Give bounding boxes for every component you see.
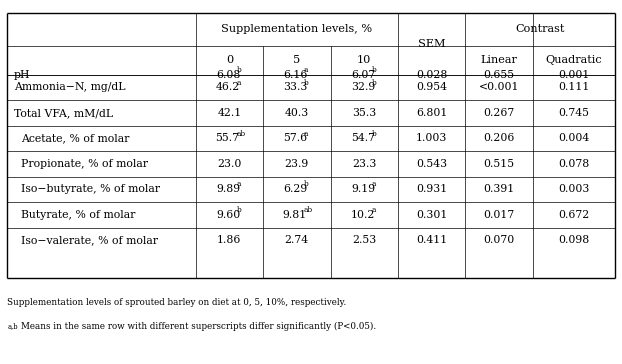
- Text: 0.001: 0.001: [558, 70, 590, 80]
- Text: 10.2: 10.2: [351, 210, 375, 220]
- Text: b: b: [371, 79, 376, 87]
- Text: 0.954: 0.954: [416, 82, 447, 92]
- Text: a: a: [236, 79, 241, 87]
- Text: b: b: [236, 66, 241, 74]
- Text: b: b: [371, 130, 376, 138]
- Text: Means in the same row with different superscripts differ significantly (P<0.05).: Means in the same row with different sup…: [21, 322, 376, 331]
- Text: 1.86: 1.86: [217, 235, 241, 245]
- Text: 0.543: 0.543: [416, 159, 447, 169]
- Text: b: b: [371, 66, 376, 74]
- Text: 0.931: 0.931: [416, 184, 447, 194]
- Text: 23.3: 23.3: [352, 159, 376, 169]
- Text: 6.07: 6.07: [351, 70, 375, 80]
- Text: 0.515: 0.515: [483, 159, 515, 169]
- Text: 0.070: 0.070: [483, 235, 515, 245]
- Text: a,b: a,b: [7, 322, 18, 330]
- Text: 9.81: 9.81: [282, 210, 307, 220]
- Text: 35.3: 35.3: [352, 108, 376, 118]
- Text: ab: ab: [304, 206, 313, 214]
- Text: b: b: [304, 181, 309, 189]
- Text: 0.391: 0.391: [483, 184, 515, 194]
- Text: a: a: [304, 130, 309, 138]
- Text: pH: pH: [14, 70, 30, 80]
- Text: 6.16: 6.16: [284, 70, 308, 80]
- Text: Supplementation levels of sprouted barley on diet at 0, 5, 10%, respectively.: Supplementation levels of sprouted barle…: [7, 298, 346, 308]
- Text: a: a: [304, 66, 309, 74]
- Text: 46.2: 46.2: [216, 82, 240, 92]
- Text: 5: 5: [293, 55, 300, 66]
- Text: 0.098: 0.098: [558, 235, 589, 245]
- Text: 0.078: 0.078: [558, 159, 589, 169]
- Text: 9.60: 9.60: [216, 210, 240, 220]
- Text: 6.801: 6.801: [416, 108, 447, 118]
- Text: 0.267: 0.267: [483, 108, 515, 118]
- Text: Iso−valerate, % of molar: Iso−valerate, % of molar: [21, 235, 158, 245]
- Text: 9.89: 9.89: [216, 184, 240, 194]
- Text: 54.7: 54.7: [351, 133, 375, 143]
- Text: b: b: [236, 206, 241, 214]
- Text: 23.9: 23.9: [285, 159, 309, 169]
- Text: <0.001: <0.001: [479, 82, 519, 92]
- Text: 0.028: 0.028: [416, 70, 447, 80]
- Text: 0.206: 0.206: [483, 133, 515, 143]
- Text: 0.017: 0.017: [483, 210, 515, 220]
- Text: 9.19: 9.19: [351, 184, 375, 194]
- Text: 6.29: 6.29: [284, 184, 308, 194]
- Text: 0.004: 0.004: [558, 133, 589, 143]
- Text: 0.411: 0.411: [416, 235, 447, 245]
- Text: Contrast: Contrast: [515, 24, 565, 35]
- Text: 6.08: 6.08: [216, 70, 240, 80]
- Text: SEM: SEM: [418, 39, 445, 49]
- Text: 57.6: 57.6: [284, 133, 308, 143]
- Text: a: a: [371, 206, 376, 214]
- Text: b: b: [304, 79, 309, 87]
- Text: Total VFA, mM/dL: Total VFA, mM/dL: [14, 108, 113, 118]
- Text: 23.0: 23.0: [217, 159, 241, 169]
- Text: 10: 10: [357, 55, 371, 66]
- Text: a: a: [371, 181, 376, 189]
- Text: 0.301: 0.301: [416, 210, 447, 220]
- Text: Ammonia−N, mg/dL: Ammonia−N, mg/dL: [14, 82, 125, 92]
- Text: 0: 0: [226, 55, 233, 66]
- Text: 1.003: 1.003: [416, 133, 447, 143]
- Text: Butyrate, % of molar: Butyrate, % of molar: [21, 210, 136, 220]
- Text: Acetate, % of molar: Acetate, % of molar: [21, 133, 129, 143]
- Text: 2.53: 2.53: [352, 235, 376, 245]
- Text: 42.1: 42.1: [217, 108, 241, 118]
- Text: 33.3: 33.3: [284, 82, 308, 92]
- Text: 55.7: 55.7: [215, 133, 239, 143]
- Text: 40.3: 40.3: [285, 108, 309, 118]
- Text: ab: ab: [236, 130, 246, 138]
- Text: 0.111: 0.111: [558, 82, 590, 92]
- Text: Quadratic: Quadratic: [545, 55, 602, 66]
- Text: 0.745: 0.745: [558, 108, 589, 118]
- Text: Supplementation levels, %: Supplementation levels, %: [221, 24, 373, 35]
- Text: 0.655: 0.655: [483, 70, 515, 80]
- Text: 32.9: 32.9: [351, 82, 375, 92]
- Text: 0.003: 0.003: [558, 184, 590, 194]
- Text: Propionate, % of molar: Propionate, % of molar: [21, 159, 148, 169]
- Text: Iso−butyrate, % of molar: Iso−butyrate, % of molar: [21, 184, 160, 194]
- Text: 0.672: 0.672: [558, 210, 589, 220]
- Text: 2.74: 2.74: [285, 235, 309, 245]
- Text: a: a: [236, 181, 241, 189]
- Text: Linear: Linear: [481, 55, 518, 66]
